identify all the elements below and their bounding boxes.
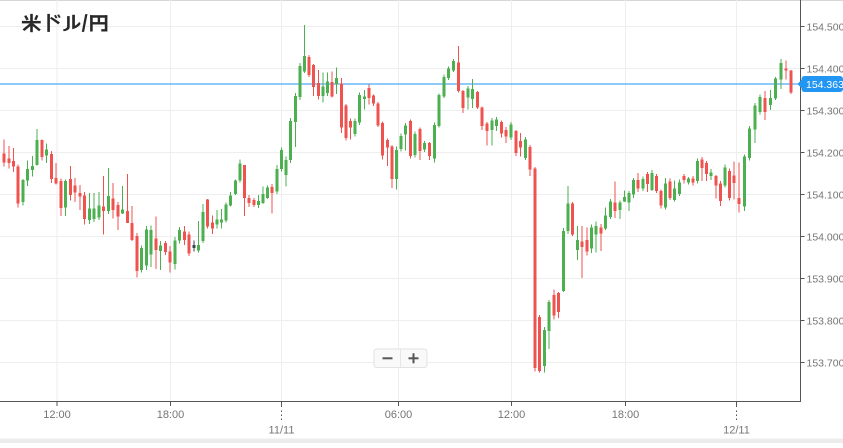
svg-text:154.000: 154.000 — [807, 231, 843, 243]
svg-text:18:00: 18:00 — [157, 409, 185, 421]
svg-text:154.363: 154.363 — [806, 79, 843, 91]
svg-text:154.400: 154.400 — [807, 63, 843, 75]
svg-text:153.900: 153.900 — [807, 273, 843, 285]
svg-text:154.200: 154.200 — [807, 147, 843, 159]
svg-text:06:00: 06:00 — [385, 409, 413, 421]
svg-text:11/11: 11/11 — [269, 425, 295, 437]
svg-text:153.800: 153.800 — [807, 315, 843, 327]
svg-text:153.700: 153.700 — [807, 357, 843, 369]
svg-text:12/11: 12/11 — [723, 425, 750, 437]
svg-text:154.500: 154.500 — [807, 21, 843, 33]
svg-text:12:00: 12:00 — [43, 409, 71, 421]
svg-text:154.100: 154.100 — [807, 189, 843, 201]
svg-text:12:00: 12:00 — [498, 409, 526, 421]
svg-text:154.300: 154.300 — [807, 105, 843, 117]
svg-text:18:00: 18:00 — [612, 409, 640, 421]
